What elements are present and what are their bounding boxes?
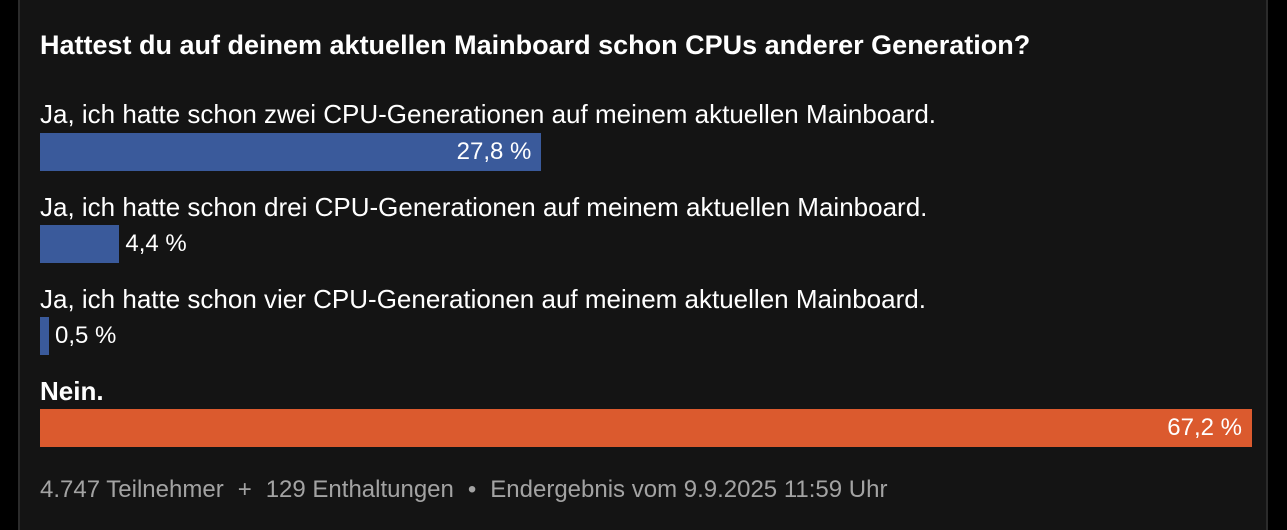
final-result-date: Endergebnis vom 9.9.2025 11:59 Uhr [490,476,888,503]
separator-dot: • [467,476,477,503]
result-bar-2 [40,225,120,263]
value-label-1: 27,8 % [456,138,532,165]
abstentions-count: 129 Enthaltungen [265,476,454,503]
result-bar-1 [40,133,542,171]
option-label-2: Ja, ich hatte schon drei CPU-Generatione… [40,192,928,222]
option-label-4: Nein. [40,376,104,406]
value-label-2: 4,4 % [125,230,187,257]
value-label-4: 67,2 % [1167,414,1242,441]
option-label-1: Ja, ich hatte schon zwei CPU-Generatione… [40,99,937,129]
option-label-3: Ja, ich hatte schon vier CPU-Generatione… [40,284,926,314]
poll-title: Hattest du auf deinem aktuellen Mainboar… [40,30,1031,60]
poll-panel: Hattest du auf deinem aktuellen Mainboar… [18,0,1268,530]
separator-plus: + [237,476,252,503]
poll-footer: 4.747 Teilnehmer +129 Enthaltungen • Enderg… [40,476,887,504]
participants-count: 4.747 Teilnehmer [40,476,224,503]
value-label-3: 0,5 % [55,322,117,349]
result-bar-3 [40,317,50,355]
result-bar-4 [40,409,1252,447]
